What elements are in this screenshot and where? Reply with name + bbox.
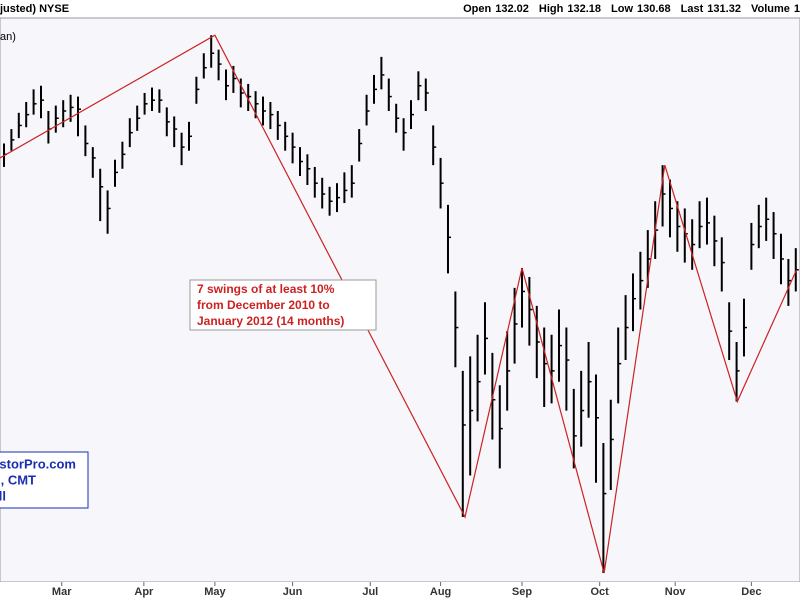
quote-value: 131.32 <box>707 3 741 15</box>
quote-label: Low <box>611 3 633 15</box>
x-tick-label: Mar <box>52 586 72 598</box>
x-tick-label: Sep <box>512 586 532 598</box>
annotation-line: from December 2010 to <box>197 298 330 312</box>
watermark-line: , CMT <box>1 472 36 487</box>
x-tick-label: Jul <box>362 586 378 598</box>
watermark-line: ll <box>0 488 6 503</box>
x-axis-bg <box>0 582 800 600</box>
legend-text: an) <box>0 31 16 43</box>
annotation-line: 7 swings of at least 10% <box>197 282 335 296</box>
quote-value: 130.68 <box>637 3 671 15</box>
quote-value: 132.02 <box>495 3 529 15</box>
marks <box>0 34 799 574</box>
quote-value: 132.18 <box>567 3 601 15</box>
header-bg <box>0 0 800 18</box>
quote-label: High <box>539 3 564 15</box>
watermark-line: storPro.com <box>0 456 76 471</box>
x-tick-label: Jun <box>283 586 303 598</box>
header-left: justed) NYSE <box>0 3 69 15</box>
x-tick-label: Oct <box>591 586 610 598</box>
swing-line <box>0 34 798 574</box>
x-tick-label: Nov <box>665 586 687 598</box>
annotation-line: January 2012 (14 months) <box>197 314 344 328</box>
x-tick-label: Apr <box>134 586 154 598</box>
plot-background <box>0 17 800 583</box>
quote-value: 1 <box>794 3 800 15</box>
x-tick-label: Aug <box>430 586 451 598</box>
annotation-box <box>189 279 377 331</box>
quote-label: Last <box>681 3 704 15</box>
watermark-box <box>0 451 89 509</box>
quote-label: Volume <box>751 3 790 15</box>
x-tick-label: Dec <box>741 586 761 598</box>
x-tick-label: May <box>204 586 226 598</box>
quote-label: Open <box>463 3 491 15</box>
